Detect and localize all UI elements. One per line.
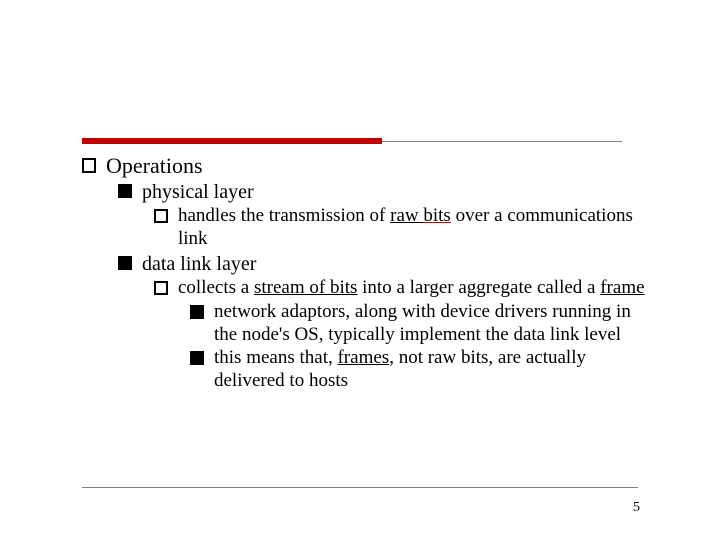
underlined-text: frames	[337, 347, 389, 368]
title-rule-red	[82, 138, 382, 144]
underlined-text-red: bits	[423, 205, 450, 226]
body-content: Operations physical layer handles the tr…	[82, 153, 652, 394]
square-open-icon	[154, 281, 168, 295]
item-text: physical layer	[142, 180, 652, 204]
text-fragment: this means that,	[214, 347, 337, 368]
page-number: 5	[633, 500, 640, 516]
text-fragment: into a larger aggregate called a	[357, 277, 600, 298]
square-open-icon	[82, 158, 96, 173]
footer-rule	[82, 487, 638, 488]
underlined-text: frame	[600, 277, 644, 298]
slide: Operations physical layer handles the tr…	[0, 0, 720, 540]
underlined-text: stream of bits	[254, 277, 357, 298]
item-text: collects a stream of bits into a larger …	[178, 277, 652, 300]
square-open-icon	[154, 209, 168, 223]
list-item: data link layer	[82, 252, 652, 276]
text-fragment: collects a	[178, 277, 254, 298]
list-item: handles the transmission of raw bits ove…	[82, 205, 652, 251]
square-filled-icon	[190, 305, 204, 319]
list-item: network adaptors, along with device driv…	[82, 301, 652, 347]
square-filled-icon	[118, 256, 132, 270]
item-text: this means that, frames, not raw bits, a…	[214, 347, 652, 393]
item-text: network adaptors, along with device driv…	[214, 301, 652, 347]
title-rule-gray	[382, 141, 622, 142]
item-text: Operations	[106, 153, 652, 179]
list-item: Operations	[82, 153, 652, 179]
item-text: handles the transmission of raw bits ove…	[178, 205, 652, 251]
item-text: data link layer	[142, 252, 652, 276]
square-filled-icon	[190, 351, 204, 365]
list-item: collects a stream of bits into a larger …	[82, 277, 652, 300]
text-fragment: handles the transmission of	[178, 205, 390, 226]
list-item: this means that, frames, not raw bits, a…	[82, 347, 652, 393]
underlined-text: raw	[390, 205, 423, 226]
square-filled-icon	[118, 184, 132, 198]
list-item: physical layer	[82, 180, 652, 204]
